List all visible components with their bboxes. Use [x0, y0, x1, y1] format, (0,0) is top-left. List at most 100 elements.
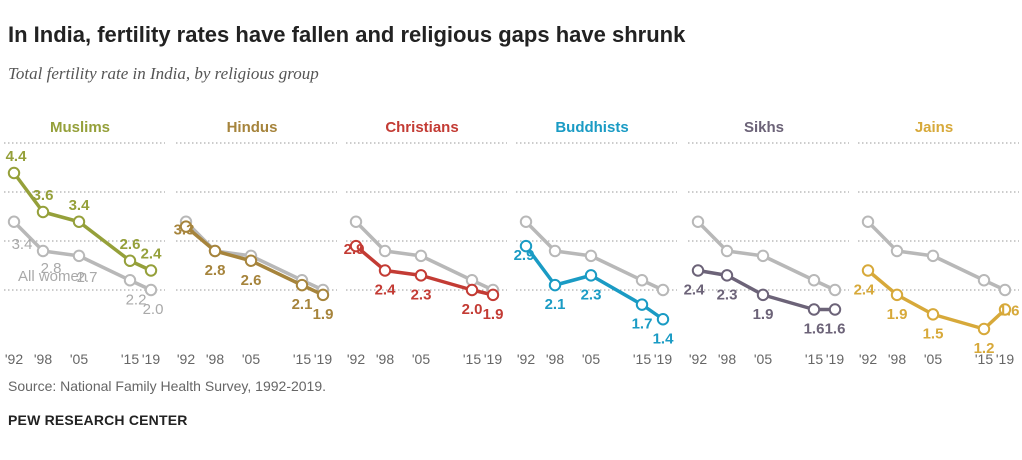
- series-point-sikhs-1: [720, 269, 734, 282]
- value-label-muslims-3: 2.6: [120, 236, 141, 253]
- x-tick-muslims-0: '92: [5, 351, 23, 367]
- all-women-point-muslims-1: [36, 244, 50, 258]
- x-tick-jains-2: '05: [924, 351, 942, 367]
- panel-title-sikhs: Sikhs: [744, 119, 784, 136]
- value-label-buddhists-0: 2.9: [514, 247, 535, 264]
- all-women-point-sikhs-0: [691, 215, 705, 228]
- x-tick-muslims-4: '19: [142, 351, 160, 367]
- x-tick-jains-0: '92: [859, 351, 877, 367]
- series-point-christians-1: [378, 264, 392, 277]
- value-label-hindus-0: 3.3: [174, 222, 195, 239]
- all-women-point-christians-2: [414, 249, 428, 263]
- value-label-sikhs-0: 2.4: [684, 282, 706, 299]
- series-point-buddhists-0: [519, 239, 533, 253]
- series-point-hindus-4: [316, 288, 330, 302]
- x-tick-christians-3: '15: [463, 351, 481, 367]
- all-women-point-muslims-0: [7, 215, 21, 228]
- series-point-hindus-0: [179, 220, 193, 233]
- all-women-point-christians-0: [349, 215, 363, 228]
- x-tick-buddhists-0: '92: [517, 351, 535, 367]
- all-women-point-muslims-3: [123, 274, 137, 287]
- series-point-sikhs-0: [691, 264, 705, 277]
- x-tick-jains-1: '98: [888, 351, 906, 367]
- all-women-value-label-4: 2.0: [143, 301, 164, 318]
- panel-title-hindus: Hindus: [227, 119, 278, 136]
- x-tick-christians-2: '05: [412, 351, 430, 367]
- series-point-jains-2: [926, 308, 940, 321]
- value-label-jains-4: 1.6: [999, 303, 1020, 320]
- all-women-point-jains-0: [861, 215, 875, 228]
- series-point-hindus-1: [208, 244, 222, 258]
- series-point-hindus-3: [295, 278, 309, 292]
- all-women-series-label: All women: [18, 268, 87, 285]
- all-women-point-buddhists-3: [635, 274, 649, 287]
- value-label-christians-2: 2.3: [411, 286, 432, 303]
- value-label-muslims-0: 4.4: [6, 148, 28, 165]
- value-label-buddhists-1: 2.1: [545, 296, 566, 313]
- all-women-point-buddhists-1: [548, 244, 562, 258]
- x-tick-christians-1: '98: [376, 351, 394, 367]
- all-women-value-label-2: 2.7: [77, 269, 98, 286]
- series-point-buddhists-1: [548, 278, 562, 292]
- x-tick-sikhs-0: '92: [689, 351, 707, 367]
- all-women-value-label-0: 3.4: [12, 236, 33, 253]
- series-point-sikhs-4: [828, 303, 842, 316]
- x-tick-jains-4: '19: [996, 351, 1014, 367]
- x-tick-sikhs-1: '98: [718, 351, 736, 367]
- brand-label: PEW RESEARCH CENTER: [8, 412, 188, 428]
- panel-title-muslims: Muslims: [50, 119, 110, 136]
- x-tick-muslims-2: '05: [70, 351, 88, 367]
- value-label-hindus-2: 2.6: [241, 272, 262, 289]
- value-label-hindus-3: 2.1: [292, 296, 313, 313]
- x-tick-christians-0: '92: [347, 351, 365, 367]
- value-label-buddhists-3: 1.7: [632, 316, 653, 333]
- series-point-christians-2: [414, 269, 428, 282]
- series-point-christians-3: [465, 283, 479, 297]
- series-point-sikhs-3: [807, 303, 821, 316]
- x-tick-sikhs-3: '15: [805, 351, 823, 367]
- all-women-point-jains-3: [977, 274, 991, 287]
- all-women-point-christians-1: [378, 244, 392, 258]
- value-label-sikhs-3: 1.6: [804, 321, 825, 338]
- value-label-sikhs-2: 1.9: [753, 306, 774, 323]
- x-tick-buddhists-1: '98: [546, 351, 564, 367]
- chart-subtitle: Total fertility rate in India, by religi…: [8, 64, 319, 83]
- x-tick-christians-4: '19: [484, 351, 502, 367]
- series-point-buddhists-4: [656, 313, 670, 326]
- all-women-value-label-1: 2.8: [41, 260, 62, 277]
- series-point-hindus-2: [244, 254, 258, 267]
- value-label-sikhs-1: 2.3: [717, 286, 738, 303]
- chart-title: In India, fertility rates have fallen an…: [8, 22, 686, 47]
- value-label-muslims-1: 3.6: [33, 187, 54, 204]
- x-tick-hindus-0: '92: [177, 351, 195, 367]
- small-multiples-chart: Muslims'92'98'05'15'194.43.63.42.62.43.4…: [4, 119, 1020, 367]
- x-tick-sikhs-2: '05: [754, 351, 772, 367]
- all-women-point-muslims-4: [144, 283, 158, 297]
- series-point-sikhs-2: [756, 288, 770, 302]
- value-label-muslims-2: 3.4: [69, 197, 91, 214]
- value-label-hindus-4: 1.9: [313, 306, 334, 323]
- value-label-jains-1: 1.9: [887, 306, 908, 323]
- value-label-christians-1: 2.4: [375, 282, 397, 299]
- all-women-point-sikhs-4: [828, 283, 842, 297]
- all-women-point-buddhists-4: [656, 283, 670, 297]
- series-point-christians-0: [349, 239, 363, 253]
- series-point-buddhists-3: [635, 298, 649, 311]
- all-women-point-sikhs-2: [756, 249, 770, 263]
- value-label-jains-3: 1.2: [974, 340, 995, 357]
- x-tick-hindus-1: '98: [206, 351, 224, 367]
- value-label-hindus-1: 2.8: [205, 262, 226, 279]
- x-tick-sikhs-4: '19: [826, 351, 844, 367]
- series-point-christians-4: [486, 288, 500, 302]
- series-point-muslims-1: [36, 205, 50, 219]
- value-label-buddhists-4: 1.4: [653, 330, 675, 347]
- x-tick-hindus-3: '15: [293, 351, 311, 367]
- all-women-point-jains-1: [890, 244, 904, 258]
- value-label-muslims-4: 2.4: [141, 246, 163, 263]
- series-point-jains-0: [861, 264, 875, 277]
- x-tick-muslims-3: '15: [121, 351, 139, 367]
- x-tick-jains-3: '15: [975, 351, 993, 367]
- value-label-buddhists-2: 2.3: [581, 286, 602, 303]
- x-tick-hindus-4: '19: [314, 351, 332, 367]
- all-women-point-muslims-2: [72, 249, 86, 263]
